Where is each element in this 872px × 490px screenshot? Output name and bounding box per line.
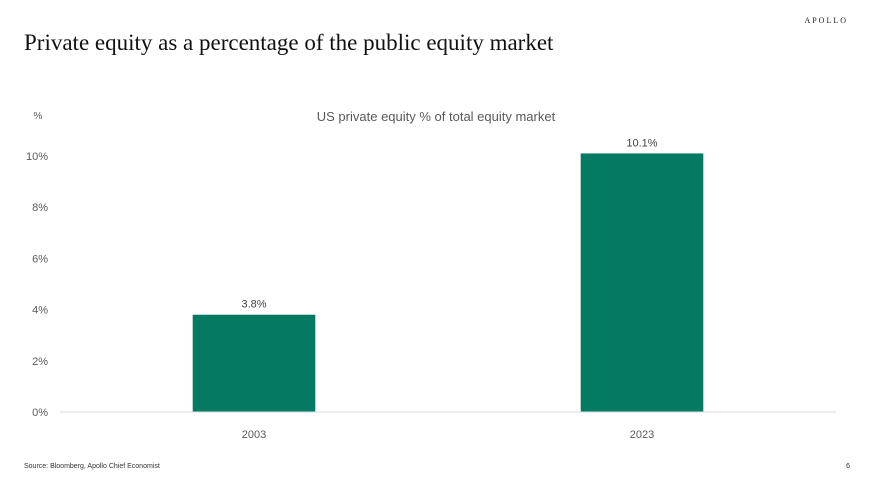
- y-tick-label: 10%: [26, 151, 48, 163]
- y-tick-label: 8%: [32, 202, 48, 214]
- bar-2023: [580, 153, 704, 412]
- y-axis-label: %: [34, 111, 43, 122]
- y-tick-label: 6%: [32, 253, 48, 265]
- y-tick-label: 4%: [32, 305, 48, 317]
- source-note: Source: Bloomberg, Apollo Chief Economis…: [24, 463, 160, 470]
- x-tick-label: 2003: [242, 429, 266, 441]
- x-tick-label: 2023: [630, 429, 654, 441]
- data-label-2003: 3.8%: [241, 299, 266, 311]
- y-tick-label: 0%: [32, 407, 48, 419]
- chart-title: US private equity % of total equity mark…: [317, 109, 556, 124]
- bar-2003: [192, 314, 316, 412]
- page-title: Private equity as a percentage of the pu…: [24, 30, 554, 55]
- data-label-2023: 10.1%: [626, 137, 657, 149]
- y-tick-label: 2%: [32, 356, 48, 368]
- apollo-logo: APOLLO: [804, 16, 848, 25]
- page-number: 6: [846, 463, 850, 470]
